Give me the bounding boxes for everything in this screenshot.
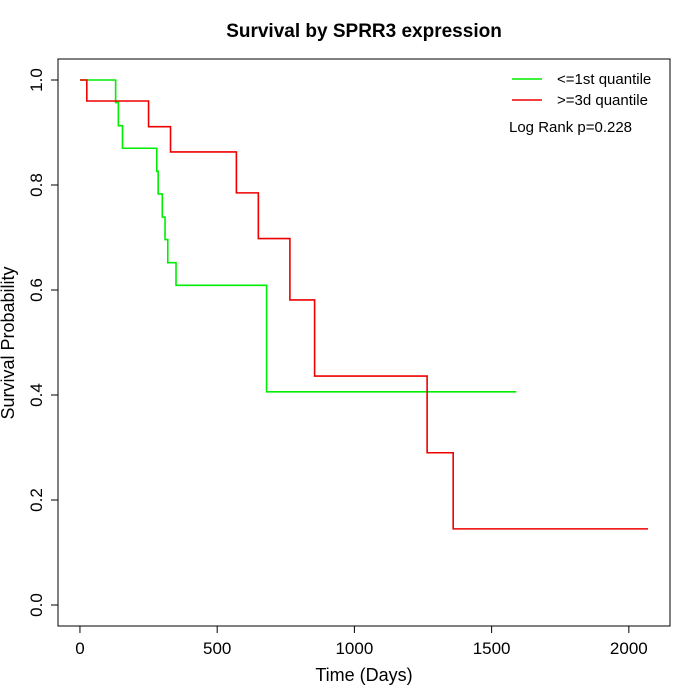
x-tick-label: 1500 [473,639,511,658]
legend-label-1: <=1st quantile [557,71,651,88]
y-axis-label: Survival Probability [0,266,18,419]
series-line-2 [79,79,649,530]
legend: <=1st quantile >=3d quantile [512,71,651,109]
series-line-1 [79,79,517,393]
plot-frame [57,58,671,627]
legend-label-2: >=3d quantile [557,92,648,109]
x-axis-label: Time (Days) [315,665,412,685]
y-tick-label: 0.2 [27,488,46,512]
log-rank-annotation: Log Rank p=0.228 [509,119,632,136]
y-tick-label: 0.0 [27,593,46,617]
x-tick-label: 2000 [610,639,648,658]
x-tick-label: 0 [75,639,84,658]
y-tick-label: 0.6 [27,278,46,302]
y-tick-label: 0.4 [27,383,46,407]
series-layer [79,79,649,530]
x-axis: 0 500 1000 1500 2000 [75,625,648,658]
y-axis: 0.0 0.2 0.4 0.6 0.8 1.0 [27,68,59,617]
y-tick-label: 0.8 [27,173,46,197]
x-tick-label: 500 [203,639,231,658]
y-tick-label: 1.0 [27,68,46,92]
x-tick-label: 1000 [335,639,373,658]
chart-title: Survival by SPRR3 expression [226,21,502,42]
